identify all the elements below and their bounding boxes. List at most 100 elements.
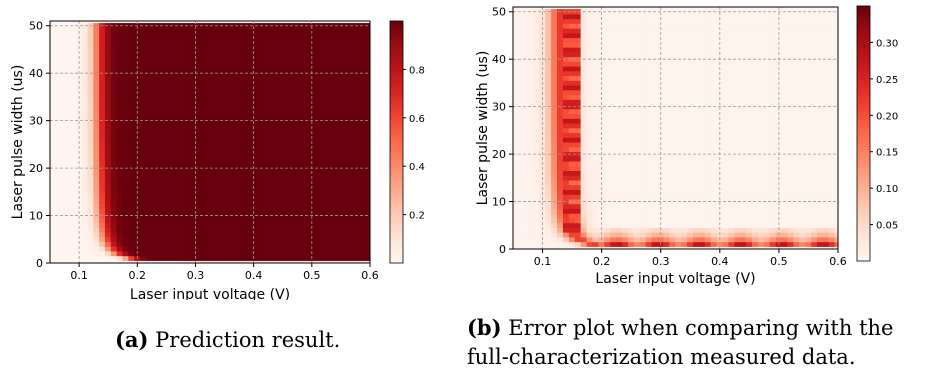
heatmap-cell — [221, 241, 228, 247]
heatmap-cell — [326, 170, 333, 176]
heatmap-cell — [627, 84, 635, 91]
heatmap-cell — [291, 141, 298, 148]
heatmap-cell — [320, 141, 327, 148]
heatmap-cell — [740, 113, 747, 119]
heatmap-cell — [314, 222, 321, 228]
heatmap-cell — [320, 108, 327, 114]
heatmap-cell — [360, 23, 368, 29]
heatmap-cell — [174, 250, 182, 257]
heatmap-cell — [669, 9, 676, 15]
heatmap-cell — [343, 37, 350, 43]
heatmap-cell — [527, 84, 534, 91]
heatmap-cell — [291, 255, 298, 261]
heatmap-cell — [110, 94, 118, 100]
heatmap-cell — [343, 236, 350, 242]
heatmap-cell — [314, 94, 321, 100]
heatmap-cell — [616, 170, 623, 176]
heatmap-cell — [704, 246, 712, 249]
heatmap-cell — [355, 179, 362, 186]
heatmap-cell — [64, 84, 71, 91]
heatmap-cell — [692, 203, 700, 209]
heatmap-cell — [740, 132, 747, 138]
heatmap-cell — [139, 42, 147, 48]
heatmap-cell — [314, 46, 321, 53]
heatmap-cell — [52, 217, 60, 223]
heatmap-cell — [366, 241, 370, 247]
heatmap-cell — [663, 184, 670, 190]
heatmap-cell — [163, 236, 170, 242]
heatmap-cell — [326, 70, 333, 76]
heatmap-cell — [740, 94, 747, 100]
heatmap-cell — [562, 213, 570, 219]
heatmap-cell — [81, 98, 89, 105]
heatmap-cell — [698, 222, 706, 228]
heatmap-cell — [627, 113, 635, 119]
heatmap-cell — [227, 84, 234, 91]
heatmap-cell — [592, 18, 599, 24]
heatmap-cell — [203, 27, 211, 34]
heatmap-cell — [238, 193, 246, 200]
y-tick-label: 20 — [29, 162, 43, 175]
heatmap-cell — [58, 198, 65, 204]
heatmap-cell — [349, 208, 356, 214]
heatmap-cell — [145, 198, 153, 204]
heatmap-cell — [580, 208, 588, 214]
heatmap-cell — [616, 141, 623, 148]
heatmap-cell — [151, 89, 158, 95]
heatmap-cell — [168, 113, 176, 119]
heatmap-cell — [698, 160, 706, 167]
heatmap-cell — [99, 189, 106, 195]
heatmap-cell — [256, 231, 263, 238]
heatmap-cell — [291, 198, 298, 204]
heatmap-cell — [616, 203, 623, 209]
heatmap-cell — [337, 231, 345, 238]
heatmap-cell — [349, 241, 356, 247]
heatmap-cell — [50, 46, 54, 53]
heatmap-cell — [134, 208, 141, 214]
heatmap-cell — [215, 189, 222, 195]
heatmap-cell — [681, 18, 688, 24]
heatmap-cell — [262, 80, 269, 86]
heatmap-cell — [52, 255, 60, 261]
heatmap-cell — [752, 227, 759, 233]
heatmap-cell — [285, 227, 292, 233]
heatmap-cell — [645, 66, 653, 72]
heatmap-cell — [116, 103, 124, 110]
heatmap-cell — [180, 193, 188, 200]
heatmap-cell — [314, 160, 321, 167]
heatmap-cell — [675, 80, 682, 86]
heatmap-cell — [692, 184, 700, 190]
heatmap-cell — [104, 37, 112, 43]
heatmap-cell — [633, 56, 641, 62]
heatmap-cell — [562, 108, 570, 115]
heatmap-cell — [698, 23, 706, 29]
heatmap-cell — [145, 89, 153, 95]
heatmap-cell — [163, 231, 170, 238]
heatmap-cell — [746, 89, 753, 96]
heatmap-cell — [728, 13, 735, 20]
heatmap-cell — [533, 241, 540, 247]
heatmap-cell — [93, 208, 100, 214]
heatmap-cell — [320, 46, 327, 53]
heatmap-cell — [592, 94, 599, 100]
heatmap-cell — [598, 113, 605, 119]
heatmap-cell — [616, 127, 623, 134]
heatmap-cell — [622, 132, 629, 138]
heatmap-cell — [209, 198, 217, 204]
heatmap-cell — [232, 217, 240, 223]
heatmap-cell — [337, 208, 345, 214]
heatmap-cell — [192, 217, 199, 223]
heatmap-cell — [740, 89, 747, 96]
heatmap-cell — [244, 227, 252, 233]
heatmap-cell — [740, 146, 747, 153]
heatmap-cell — [704, 156, 712, 162]
heatmap-cell — [562, 170, 570, 176]
heatmap-cell — [267, 94, 275, 100]
heatmap-cell — [533, 47, 540, 53]
heatmap-cell — [81, 136, 89, 143]
heatmap-cell — [633, 156, 641, 162]
heatmap-cell — [533, 37, 540, 43]
heatmap-cell — [99, 98, 106, 105]
heatmap-cell — [710, 232, 718, 238]
